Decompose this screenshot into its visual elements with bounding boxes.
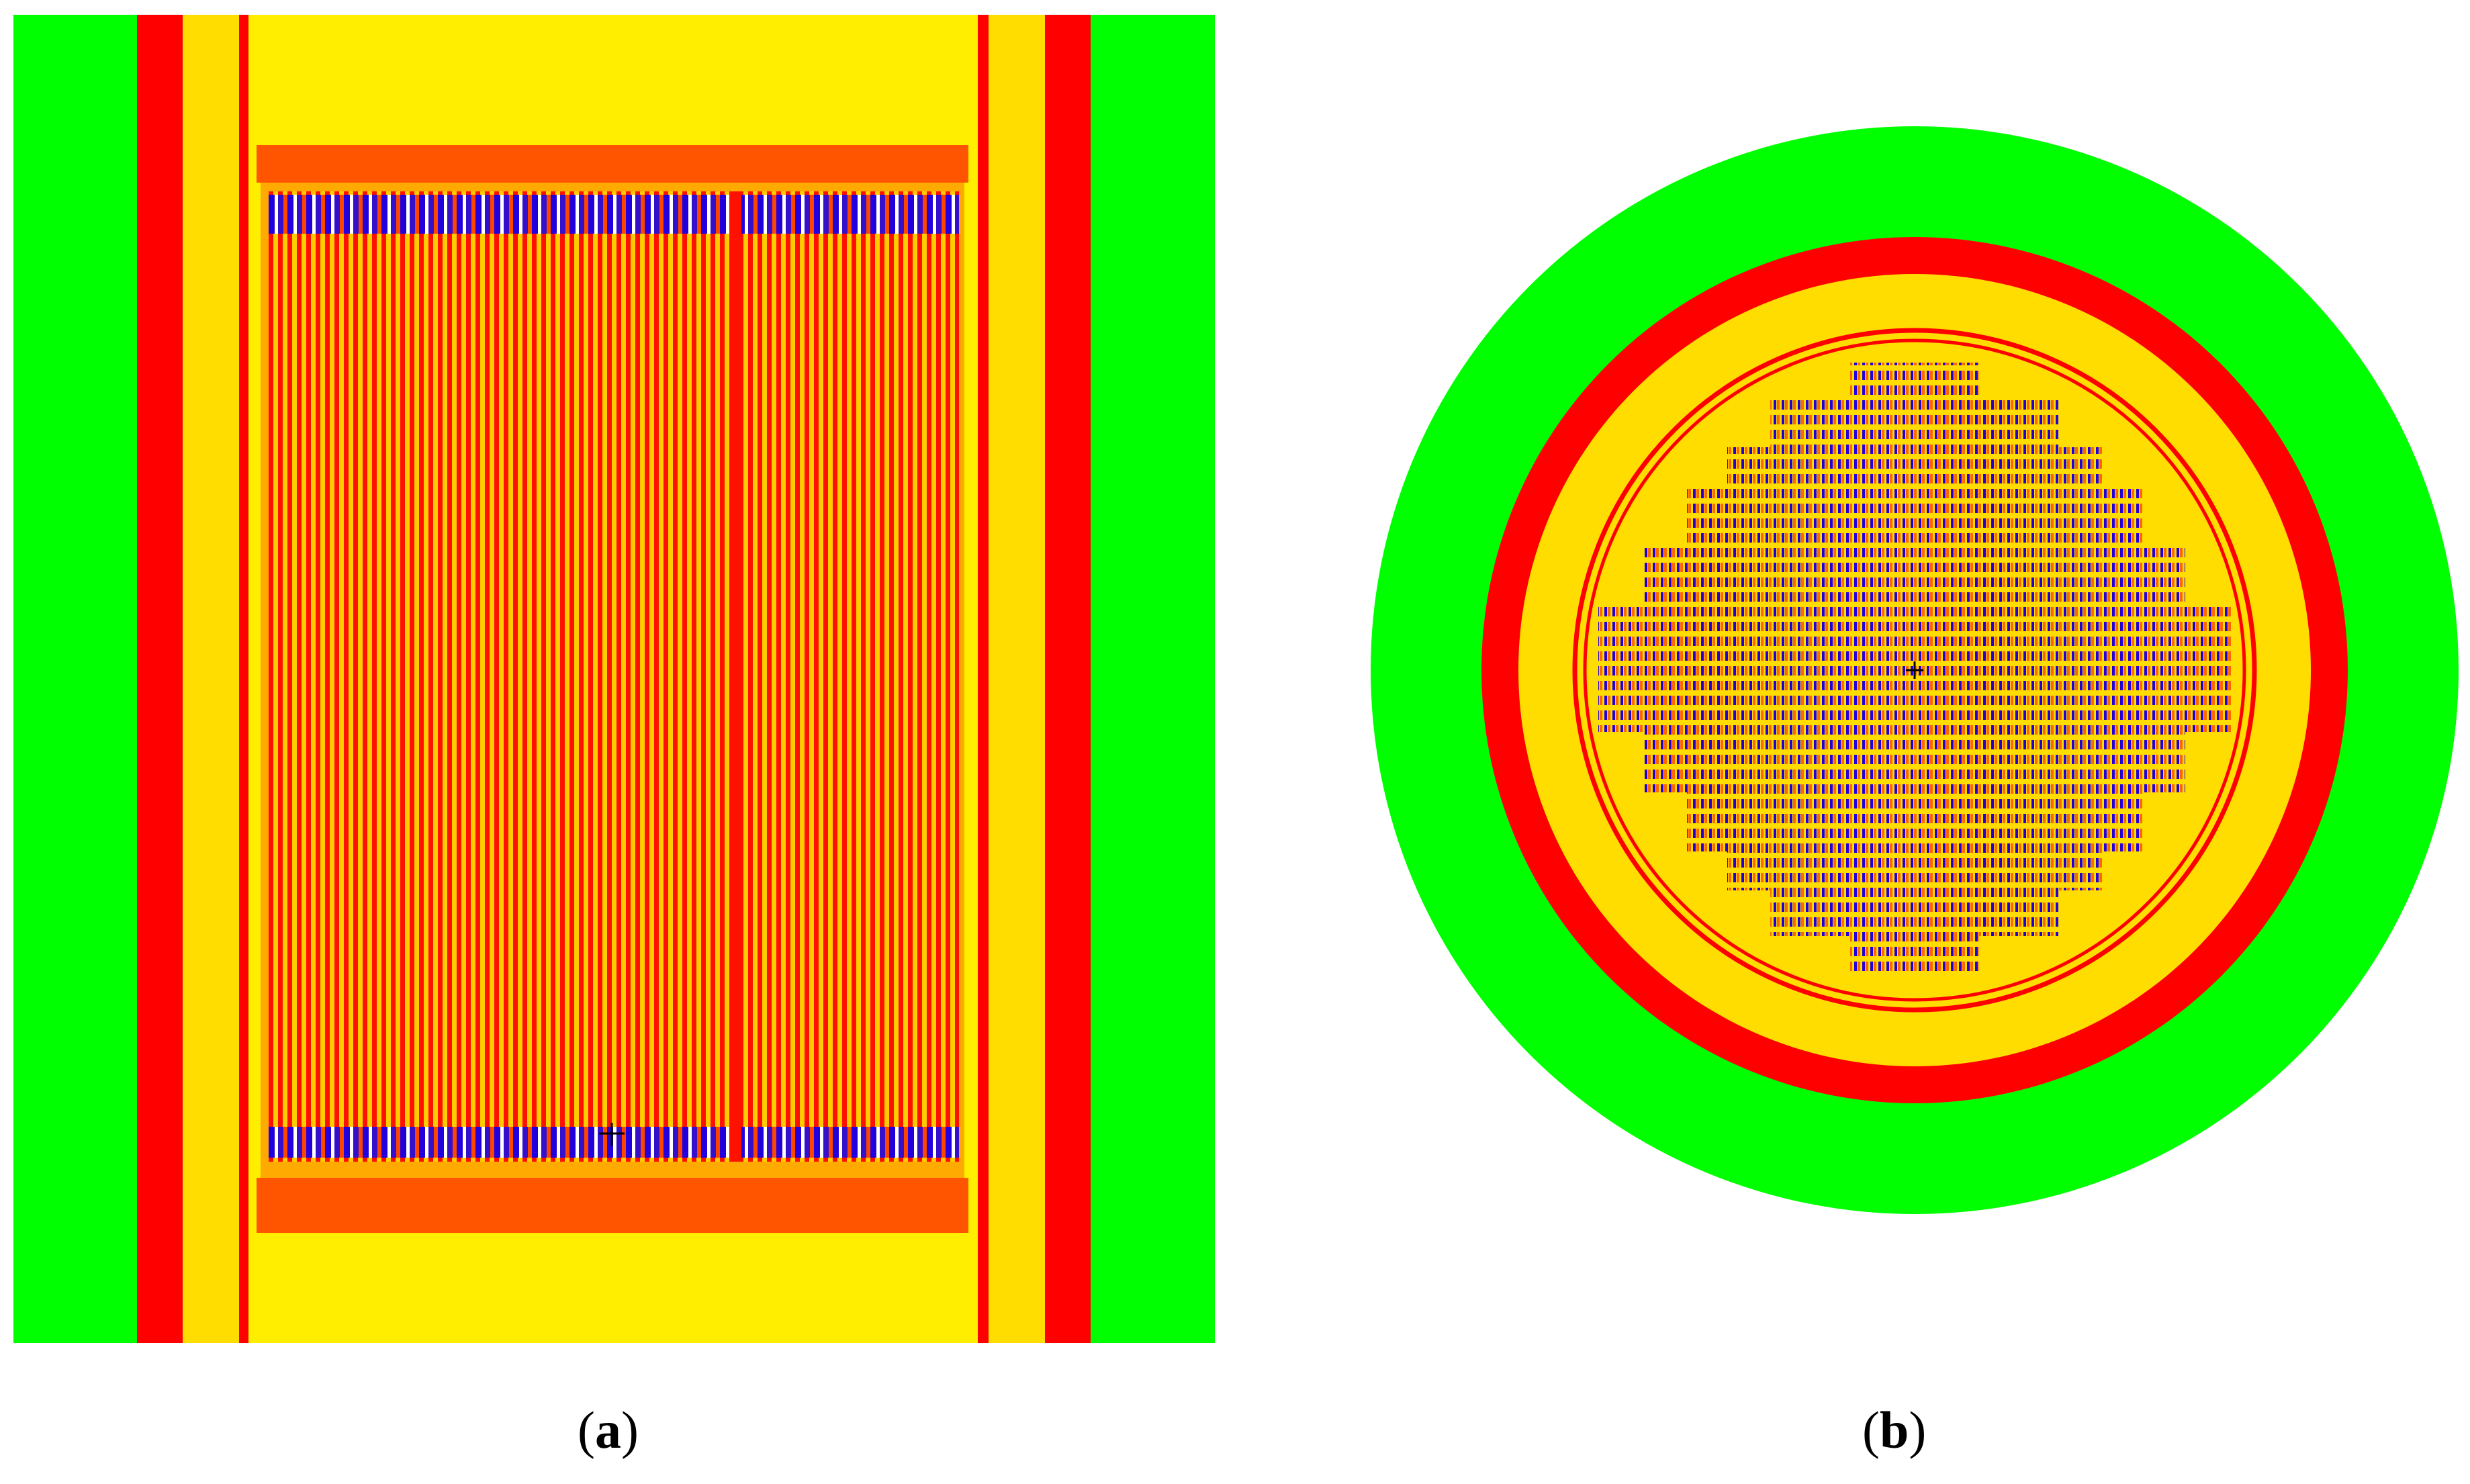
shield-left <box>137 15 183 1343</box>
gap-right <box>989 15 1045 1343</box>
caption-a-close: ) <box>621 1401 639 1459</box>
lattice-row-5 <box>1644 543 2185 606</box>
rod-bottoms-band <box>269 1127 959 1158</box>
vessel-wall-right <box>978 15 989 1343</box>
top-plate <box>257 145 968 183</box>
shield-right <box>1045 15 1091 1343</box>
lattice-row-8 <box>1687 790 2142 851</box>
rod-tops-band <box>269 195 959 234</box>
caption-b-open: ( <box>1862 1401 1880 1459</box>
caption-b-close: ) <box>1909 1401 1927 1459</box>
caption-a-open: ( <box>578 1401 595 1459</box>
lattice-row-3 <box>1727 447 2102 488</box>
vessel-ring-inner <box>1583 338 2246 1002</box>
lattice-row-10 <box>1770 888 2059 936</box>
panel-b-radial-section <box>1371 126 2459 1214</box>
caption-a-letter: a <box>594 1401 621 1459</box>
fuel-rods-array <box>269 191 959 1162</box>
caption-b: (b) <box>1862 1400 1926 1460</box>
vessel-wall-left <box>239 15 248 1343</box>
lattice-row-11 <box>1850 933 1979 971</box>
fuel-lattice <box>1598 363 2231 971</box>
lattice-row-7 <box>1644 729 2185 792</box>
gap-left <box>183 15 239 1343</box>
lattice-row-1 <box>1850 363 1979 403</box>
panel-a-axial-section <box>13 15 1215 1343</box>
control-channel <box>729 191 741 1162</box>
bottom-plate <box>257 1178 968 1233</box>
vessel-ring-outer <box>1572 328 2257 1013</box>
lattice-row-9 <box>1727 849 2102 890</box>
lattice-row-2 <box>1770 400 2059 450</box>
lattice-row-4 <box>1687 485 2142 545</box>
outer-reflector-left <box>13 15 137 1343</box>
caption-b-letter: b <box>1879 1401 1909 1459</box>
caption-a: (a) <box>578 1400 639 1460</box>
outer-reflector-right <box>1091 15 1215 1343</box>
